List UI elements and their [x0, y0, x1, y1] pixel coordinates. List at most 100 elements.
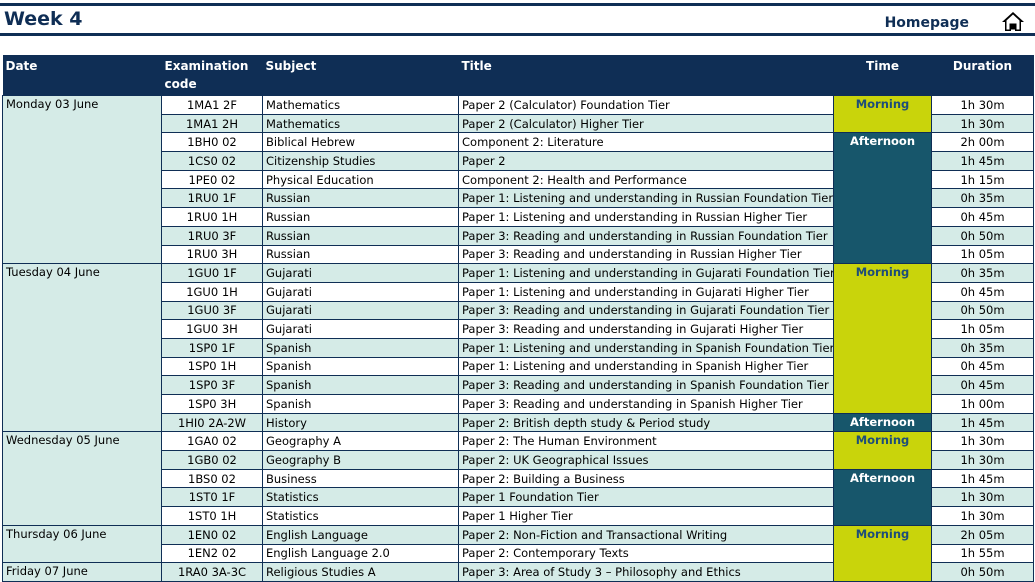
- time-cell: Afternoon: [833, 412, 932, 433]
- title-cell: Paper 3: Reading and understanding in Sp…: [458, 394, 834, 414]
- subject-cell: Russian: [262, 244, 459, 265]
- date-cell: Tuesday 04 June: [2, 263, 162, 433]
- duration-cell: 1h 05m: [931, 244, 1034, 265]
- title-cell: Paper 2: British depth study & Period st…: [458, 412, 834, 433]
- exam-code-cell: 1ST0 1F: [161, 487, 263, 508]
- table-row: 1GB0 02 Geography B Paper 2: UK Geographic…: [3, 450, 1034, 470]
- duration-cell: 1h 45m: [931, 412, 1034, 433]
- subject-cell: History: [262, 412, 459, 433]
- exam-code-cell: 1GU0 3H: [161, 319, 263, 339]
- duration-cell: 1h 30m: [931, 113, 1034, 134]
- duration-cell: 1h 15m: [931, 169, 1034, 190]
- duration-cell: 0h 50m: [931, 300, 1034, 321]
- subject-cell: Gujarati: [262, 319, 459, 339]
- duration-cell: 1h 05m: [931, 319, 1034, 339]
- column-header-date: Date: [2, 55, 162, 96]
- table-row: 1RU0 3F Russian Paper 3: Reading and under…: [3, 225, 1034, 246]
- table-row: 1RU0 3H Russian Paper 3: Reading and under…: [3, 244, 1034, 265]
- exam-code-cell: 1GU0 3F: [161, 300, 263, 321]
- duration-cell: 1h 55m: [931, 543, 1034, 564]
- exam-code-cell: 1ST0 1H: [161, 506, 263, 526]
- page-title: Week 4: [4, 8, 83, 30]
- table-row: 1GU0 3H Gujarati Paper 3: Reading and unde…: [3, 319, 1034, 339]
- column-header-duration: Duration: [931, 55, 1034, 96]
- subject-cell: Russian: [262, 207, 459, 227]
- subject-cell: Citizenship Studies: [262, 151, 459, 171]
- subject-cell: Gujarati: [262, 281, 459, 302]
- subject-cell: Russian: [262, 225, 459, 246]
- title-cell: Paper 1: Listening and understanding in …: [458, 188, 834, 209]
- exam-code-cell: 1SP0 3H: [161, 394, 263, 414]
- title-cell: Component 2: Health and Performance: [458, 169, 834, 190]
- title-cell: Paper 1: Listening and understanding in …: [458, 207, 834, 227]
- table-row: 1SP0 3F Spanish Paper 3: Reading and under…: [3, 375, 1034, 395]
- title-cell: Paper 2: Non-Fiction and Transactional W…: [458, 524, 834, 545]
- house-icon[interactable]: [1001, 10, 1025, 32]
- title-cell: Paper 3: Area of Study 3 – Philosophy an…: [458, 562, 834, 582]
- table-row: Wednesday 05 June 1GA0 02 Geography A Paper…: [2, 431, 1034, 526]
- time-cell: Morning: [833, 94, 932, 134]
- subject-cell: Statistics: [262, 487, 459, 508]
- duration-cell: 1h 30m: [931, 450, 1034, 470]
- subject-cell: Gujarati: [262, 300, 459, 321]
- title-cell: Paper 3: Reading and understanding in Sp…: [458, 375, 834, 395]
- column-header-subject: Subject: [262, 55, 459, 96]
- subject-cell: Spanish: [262, 394, 459, 414]
- exam-code-cell: 1GU0 1H: [161, 281, 263, 302]
- homepage-link[interactable]: Homepage: [884, 15, 969, 31]
- exam-code-cell: 1EN0 02: [161, 524, 263, 545]
- table-row: Thursday 06 June 1EN0 02 English Language P…: [2, 524, 1034, 582]
- exam-code-cell: 1EN2 02: [161, 543, 263, 564]
- duration-cell: 0h 45m: [931, 375, 1034, 395]
- date-cell: Monday 03 June: [2, 94, 162, 265]
- subject-cell: Russian: [262, 188, 459, 209]
- subject-cell: Religious Studies A: [262, 562, 459, 582]
- table-row: 1GU0 1H Gujarati Paper 1: Listening and un…: [3, 281, 1034, 302]
- subject-cell: Geography A: [262, 431, 459, 452]
- subject-cell: Spanish: [262, 375, 459, 395]
- top-rule: [0, 3, 1035, 6]
- exam-code-cell: 1MA1 2H: [161, 113, 263, 134]
- exam-code-cell: 1GU0 1F: [161, 263, 263, 283]
- duration-cell: 1h 45m: [931, 151, 1034, 171]
- exam-code-cell: 1BH0 02: [161, 132, 263, 153]
- table-header-row: Date Examination code Subject Title Time…: [2, 55, 1034, 96]
- subject-cell: Mathematics: [262, 95, 459, 115]
- exam-code-cell: 1HI0 2A-2W: [161, 412, 263, 433]
- table-row: 1RU0 1H Russian Paper 1: Listening and und…: [3, 207, 1034, 227]
- duration-cell: 0h 35m: [931, 263, 1034, 283]
- exam-code-cell: 1CS0 02: [161, 151, 263, 171]
- subject-cell: Business: [262, 468, 459, 489]
- title-cell: Paper 3: Reading and understanding in Ru…: [458, 244, 834, 265]
- duration-cell: 0h 35m: [931, 188, 1034, 209]
- column-header-title: Title: [458, 55, 834, 96]
- subject-cell: Biblical Hebrew: [262, 132, 459, 153]
- title-cell: Paper 1 Foundation Tier: [458, 487, 834, 508]
- duration-cell: 0h 45m: [931, 281, 1034, 302]
- exam-code-cell: 1RA0 3A-3C: [161, 562, 263, 582]
- title-cell: Paper 2: [458, 151, 834, 171]
- table-row: Tuesday 04 June 1GU0 1F Gujarati Paper 1: L…: [2, 263, 1034, 433]
- date-cell: Friday 07 June: [2, 562, 162, 582]
- duration-cell: 2h 05m: [931, 524, 1034, 545]
- exam-code-cell: 1MA1 2F: [161, 95, 263, 115]
- duration-cell: 0h 35m: [931, 337, 1034, 358]
- date-cell: Thursday 06 June: [2, 524, 162, 564]
- duration-cell: 0h 45m: [931, 207, 1034, 227]
- exam-timetable: Date Examination code Subject Title Time…: [2, 55, 1034, 582]
- exam-code-cell: 1PE0 02: [161, 169, 263, 190]
- subject-cell: Physical Education: [262, 169, 459, 190]
- table-row: 1RU0 1F Russian Paper 1: Listening and und…: [3, 188, 1034, 209]
- header-rule: [0, 33, 1035, 36]
- table-row: 1BH0 02 Biblical Hebrew Component 2: Liter…: [3, 132, 1034, 265]
- exam-code-cell: 1RU0 3F: [161, 225, 263, 246]
- subject-cell: English Language 2.0: [262, 543, 459, 564]
- duration-cell: 1h 30m: [931, 506, 1034, 526]
- title-cell: Paper 2 (Calculator) Foundation Tier: [458, 95, 834, 115]
- duration-cell: 0h 45m: [931, 356, 1034, 377]
- title-cell: Paper 2: The Human Environment: [458, 431, 834, 452]
- table-row: 1MA1 2H Mathematics Paper 2 (Calculator) H…: [3, 113, 1034, 134]
- time-cell: Morning: [833, 524, 932, 582]
- table-row: 1HI0 2A-2W History Paper 2: British depth …: [3, 412, 1034, 433]
- exam-code-cell: 1RU0 1F: [161, 188, 263, 209]
